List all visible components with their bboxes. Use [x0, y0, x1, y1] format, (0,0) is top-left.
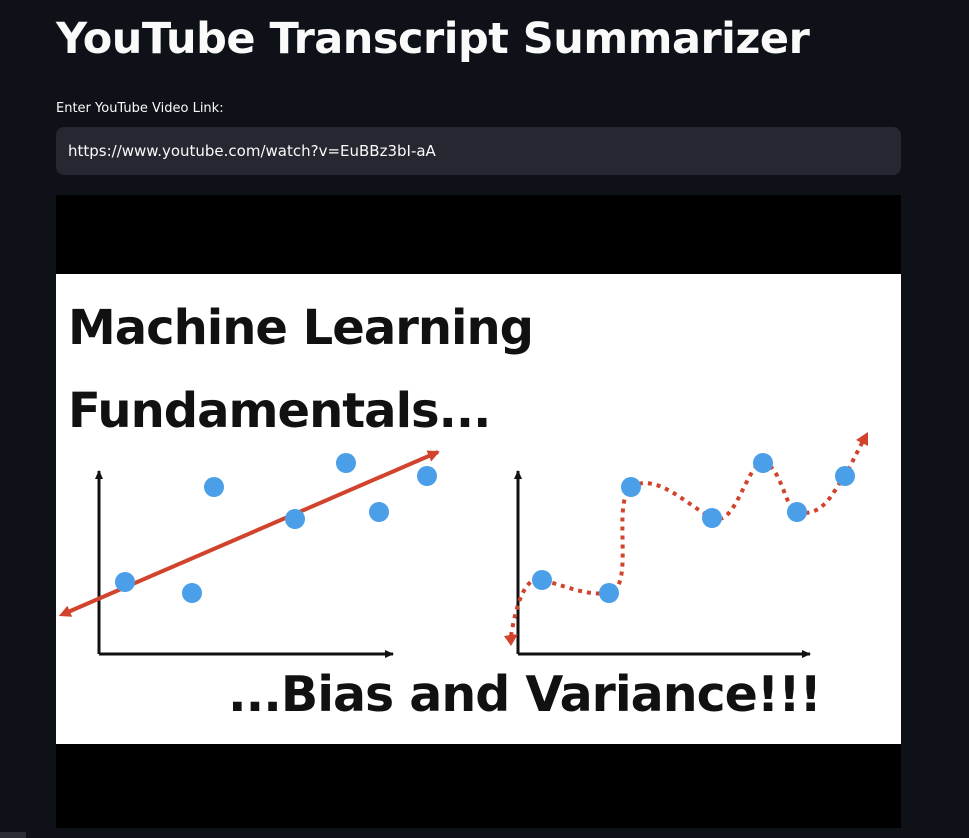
thumbnail-subtitle: ...Bias and Variance!!!: [228, 666, 822, 723]
page-title: YouTube Transcript Summarizer: [56, 14, 810, 64]
bottom-edge-bar: [0, 832, 26, 838]
thumbnail-title-line2: Fundamentals...: [68, 383, 491, 439]
curve-arrow-end: [856, 432, 868, 446]
right-overfit-curve: [509, 438, 866, 637]
curve-arrow-start: [504, 634, 518, 646]
video-thumbnail: Machine Learning Fundamentals... ...Bias…: [56, 195, 901, 828]
right-plot-axes: [514, 470, 811, 658]
thumbnail-title-line1: Machine Learning: [68, 300, 534, 356]
left-plot-axes: [95, 470, 394, 658]
video-link-label: Enter YouTube Video Link:: [56, 101, 224, 116]
right-plot-points: [532, 453, 855, 603]
thumbnail-graphics: [58, 432, 868, 658]
left-plot-points: [115, 453, 437, 603]
video-link-input[interactable]: [56, 127, 901, 175]
thumbnail-image: Machine Learning Fundamentals... ...Bias…: [56, 274, 901, 744]
